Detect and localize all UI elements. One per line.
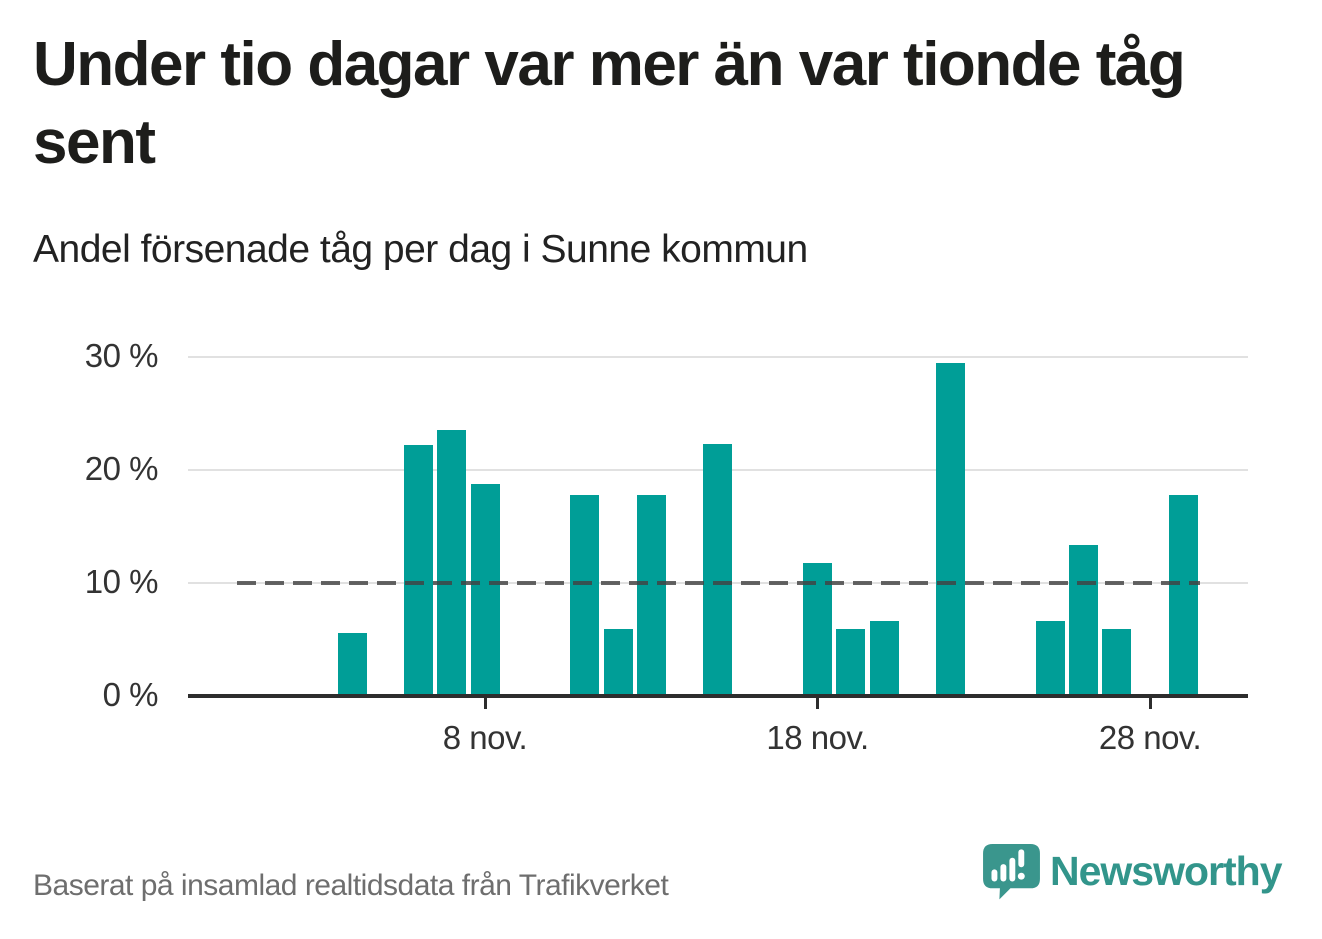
y-tick-label: 10 % — [84, 563, 159, 601]
bar-13-nov — [636, 494, 666, 696]
source-note: Baserat på insamlad realtidsdata från Tr… — [33, 869, 669, 902]
bar-25-nov — [1035, 621, 1065, 696]
x-tick-label: 28 nov. — [1098, 719, 1202, 756]
gridline-30pct — [188, 356, 1248, 358]
y-tick-label: 30 % — [84, 337, 159, 375]
bar-22-nov — [936, 362, 965, 696]
speech-bubble-bar-chart-icon — [983, 844, 1040, 900]
bar-20-nov — [869, 621, 899, 696]
reference-line-10pct — [237, 581, 1200, 585]
x-axis-line — [188, 694, 1248, 698]
bar-29-nov — [1168, 494, 1198, 696]
bar-4-nov — [337, 632, 367, 696]
chart-subtitle: Andel försenade tåg per dag i Sunne komm… — [33, 228, 808, 271]
x-axis-tick — [483, 698, 487, 709]
bar-15-nov — [703, 444, 733, 696]
chart-title: Under tio dagar var mer än var tionde tå… — [33, 30, 1186, 177]
bar-11-nov — [570, 494, 600, 696]
bar-8-nov — [470, 483, 500, 696]
newsworthy-logo-text: Newsworthy — [1050, 848, 1282, 894]
bar-26-nov — [1069, 544, 1098, 696]
bar-7-nov — [437, 430, 467, 696]
x-axis-tick — [816, 698, 819, 709]
newsworthy-logo: Newsworthy — [981, 843, 1293, 905]
x-tick-label: 18 nov. — [766, 719, 869, 756]
bar-19-nov — [836, 629, 866, 696]
x-tick-label: 8 nov. — [442, 719, 528, 756]
bar-27-nov — [1102, 629, 1132, 696]
bar-12-nov — [603, 629, 633, 696]
y-tick-label: 0 % — [102, 676, 159, 714]
bar-6-nov — [404, 445, 433, 696]
y-axis-labels: 0 % 10 % 20 % 30 % — [60, 337, 159, 713]
y-tick-label: 20 % — [84, 450, 159, 488]
plot-area: 8 nov. 18 nov. 28 nov. — [188, 356, 1248, 756]
x-axis-tick — [1148, 698, 1152, 709]
